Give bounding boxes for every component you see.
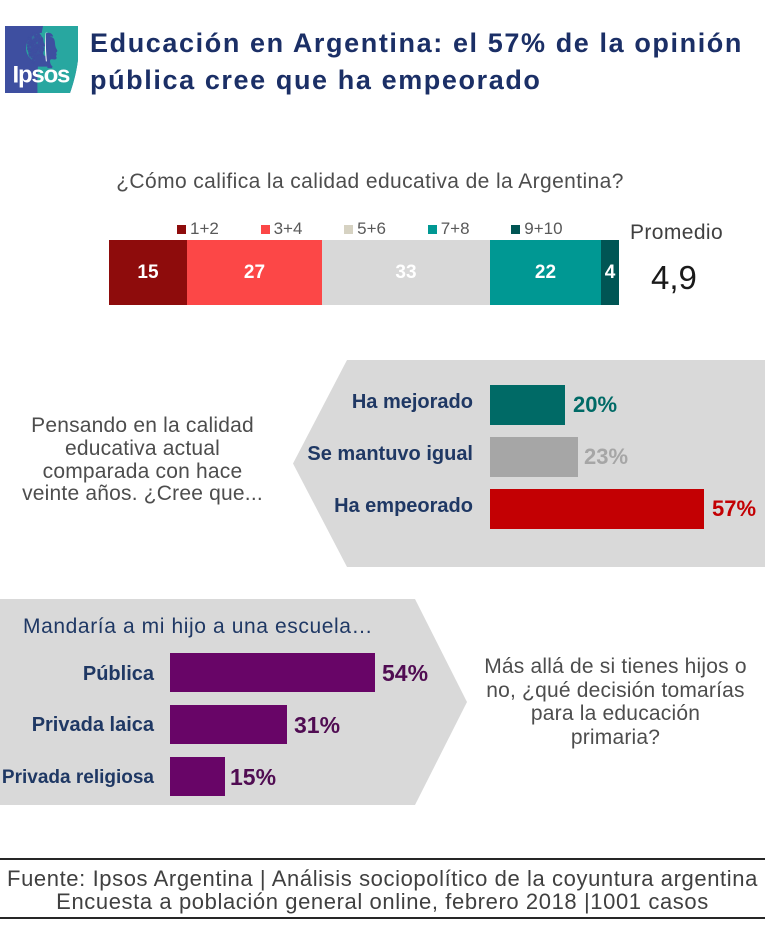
svg-text:Ipsos: Ipsos: [13, 62, 71, 89]
